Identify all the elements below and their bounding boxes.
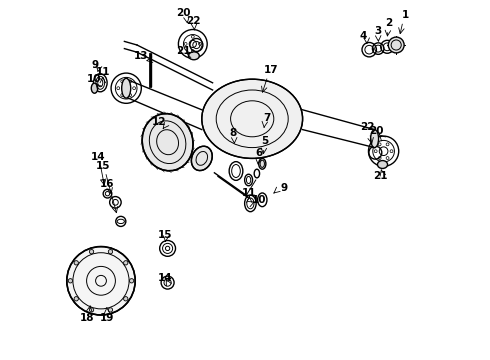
Circle shape	[129, 279, 134, 283]
Text: 12: 12	[152, 117, 167, 127]
Text: 9: 9	[280, 183, 288, 193]
Circle shape	[68, 279, 73, 283]
Text: 7: 7	[264, 113, 271, 123]
Ellipse shape	[122, 78, 131, 98]
Circle shape	[74, 261, 78, 265]
Text: 15: 15	[96, 161, 110, 171]
Text: 13: 13	[134, 51, 148, 61]
Ellipse shape	[142, 114, 193, 171]
Circle shape	[74, 297, 78, 301]
Ellipse shape	[259, 158, 266, 169]
Ellipse shape	[370, 130, 379, 148]
Text: 15: 15	[158, 230, 172, 240]
Text: 8: 8	[230, 128, 237, 138]
Text: 21: 21	[176, 46, 190, 56]
Ellipse shape	[202, 79, 303, 158]
Text: 22: 22	[360, 122, 375, 132]
Text: 4: 4	[359, 31, 367, 41]
Text: 14: 14	[158, 273, 172, 283]
Text: 16: 16	[100, 179, 115, 189]
Text: 11: 11	[96, 67, 110, 77]
Ellipse shape	[91, 83, 98, 93]
Text: 6: 6	[256, 148, 263, 158]
Text: 18: 18	[80, 312, 95, 323]
Text: 20: 20	[176, 8, 191, 18]
Circle shape	[108, 249, 113, 254]
Text: 20: 20	[369, 126, 384, 136]
Text: 10: 10	[251, 195, 266, 205]
Circle shape	[89, 308, 94, 312]
Ellipse shape	[189, 52, 199, 60]
Text: 10: 10	[87, 74, 101, 84]
Text: 3: 3	[374, 26, 381, 36]
Text: 11: 11	[242, 188, 257, 198]
Text: 21: 21	[373, 171, 387, 181]
Text: 19: 19	[100, 312, 115, 323]
Text: 2: 2	[385, 18, 392, 28]
Text: 1: 1	[402, 10, 409, 20]
Circle shape	[67, 247, 135, 315]
Text: 5: 5	[261, 136, 269, 146]
Circle shape	[123, 297, 128, 301]
Text: 14: 14	[91, 152, 105, 162]
Ellipse shape	[377, 161, 388, 168]
Ellipse shape	[192, 146, 212, 171]
Text: 22: 22	[186, 16, 200, 26]
Circle shape	[89, 249, 94, 254]
Text: 17: 17	[264, 65, 278, 75]
Text: 9: 9	[91, 60, 98, 70]
Circle shape	[108, 308, 113, 312]
Circle shape	[123, 261, 128, 265]
Circle shape	[388, 37, 404, 53]
